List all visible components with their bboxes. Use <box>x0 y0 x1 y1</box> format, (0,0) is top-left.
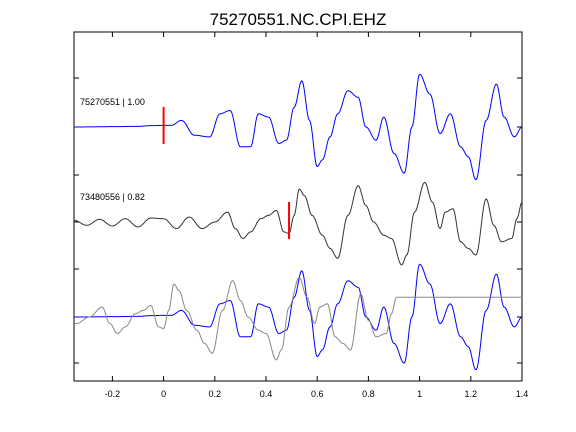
overlay-line <box>73 276 522 361</box>
trace-line <box>73 181 523 266</box>
trace-label: 75270551 | 1.00 <box>80 97 145 107</box>
x-tick-label: 1.4 <box>516 389 529 399</box>
plot-frame <box>73 31 523 382</box>
traces-group <box>73 73 523 371</box>
x-tick-label: 1 <box>417 389 422 399</box>
trace-labels: 75270551 | 1.00 73480556 | 0.82 <box>80 97 145 202</box>
trace-label: 73480556 | 0.82 <box>80 192 145 202</box>
x-tick-label: 0 <box>161 389 166 399</box>
x-tick-label: 0.2 <box>209 389 222 399</box>
x-tick-label: 0.8 <box>362 389 375 399</box>
overlay-line <box>74 263 523 371</box>
x-tick-label: 1.2 <box>465 389 478 399</box>
x-tick-label: -0.2 <box>105 389 121 399</box>
chart-title: 75270551.NC.CPI.EHZ <box>210 10 387 29</box>
x-tick-label: 0.6 <box>311 389 324 399</box>
trace-line <box>74 73 523 181</box>
x-axis: -0.2 0 0.2 0.4 0.6 0.8 1 1.2 1.4 <box>105 32 529 399</box>
x-tick-label: 0.4 <box>260 389 273 399</box>
y-axis <box>74 77 522 364</box>
